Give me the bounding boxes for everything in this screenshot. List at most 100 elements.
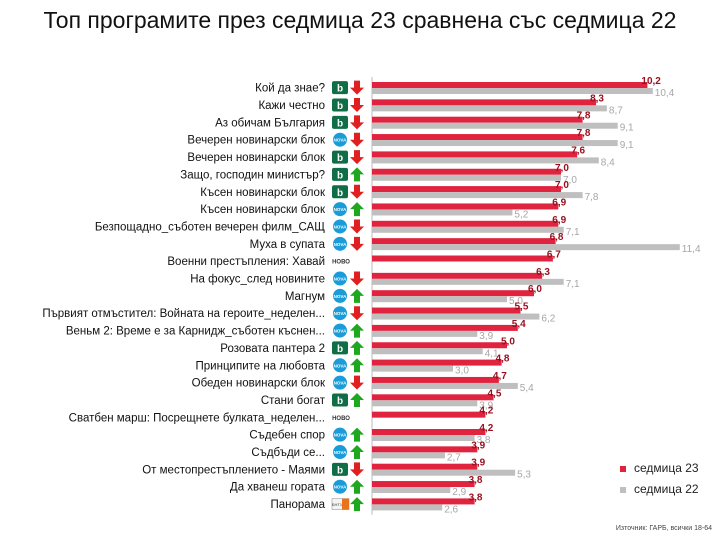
trend-down-arrow-icon [350, 271, 364, 286]
btv-logo-text: b [337, 118, 343, 129]
nova-logo-text: NOVA [334, 311, 347, 316]
btv-logo-text: b [337, 101, 343, 112]
nova-logo-text: NOVA [334, 363, 347, 368]
category-label: Късен новинарски блок [200, 204, 326, 216]
nova-logo-icon [333, 479, 347, 494]
bar-current [372, 446, 478, 453]
novo-logo-text: НОВО [332, 416, 350, 422]
bar-current [372, 342, 507, 349]
bar-previous [372, 140, 618, 147]
trend-up-arrow-icon [350, 167, 364, 182]
bar-current [372, 307, 521, 314]
bar-current [372, 411, 486, 418]
nova-logo-text: NOVA [334, 329, 347, 334]
trend-down-arrow-icon [350, 98, 364, 113]
nova-logo-text: NOVA [334, 224, 347, 229]
category-label: Безпощадно_съботен вечерен филм_САЩ [95, 221, 325, 233]
category-label: Магнум [285, 291, 325, 303]
bar-previous [372, 122, 618, 129]
btv-logo-text: b [337, 153, 343, 164]
trend-up-arrow-icon [350, 479, 364, 494]
value-label-previous: 4,1 [485, 348, 499, 359]
btv-logo-icon [332, 98, 348, 112]
trend-up-arrow-icon [350, 323, 364, 338]
value-label-current: 3,8 [469, 492, 483, 503]
bar-previous [372, 157, 599, 164]
nova-logo-icon [333, 306, 347, 321]
bar-current [372, 99, 597, 106]
trend-down-arrow-icon [350, 462, 364, 477]
bar-previous [372, 400, 478, 407]
bnt-logo-mark [342, 498, 349, 510]
value-label-current: 7,8 [577, 128, 591, 139]
category-label: Аз обичам България [215, 117, 325, 129]
value-label-current: 3,8 [469, 475, 483, 486]
bar-current [372, 324, 518, 331]
bar-previous [372, 504, 443, 511]
btv-logo-icon [332, 150, 348, 164]
category-label: Вечерен новинарски блок [187, 152, 326, 164]
value-label-current: 4,8 [496, 354, 510, 365]
category-label: Защо, господин министър? [180, 169, 325, 181]
value-label-previous: 5,3 [517, 470, 531, 481]
bar-previous [372, 365, 453, 372]
category-label: Розовата пантера 2 [220, 343, 325, 355]
value-label-previous: 2,6 [444, 504, 458, 515]
trend-up-arrow-icon [350, 445, 364, 460]
btv-logo-text: b [337, 396, 343, 407]
value-label-current: 6,3 [536, 267, 550, 278]
nova-logo-icon [333, 219, 347, 234]
value-label-current: 3,9 [471, 440, 485, 451]
source-note: Източник: ГАРБ, всички 18-64 [615, 525, 712, 532]
bar-previous [372, 192, 583, 199]
nova-logo-icon [333, 288, 347, 303]
btv-logo-icon [332, 167, 348, 181]
category-label: Стани богат [261, 395, 326, 407]
value-label-current: 6,9 [552, 197, 566, 208]
nova-logo-icon [333, 375, 347, 390]
value-label-previous: 2,9 [452, 487, 466, 498]
bar-previous [372, 296, 507, 303]
trend-down-arrow-icon [350, 219, 364, 234]
bar-previous [372, 348, 483, 355]
category-label: Военни престъпления: Хавай [167, 256, 325, 268]
bar-current [372, 429, 486, 435]
category-label: Да хванеш гората [230, 482, 326, 494]
category-label: Късен новинарски блок [200, 187, 326, 199]
value-label-previous: 10,4 [655, 88, 675, 99]
bar-current [372, 272, 543, 279]
btv-logo-icon [332, 185, 348, 199]
trend-down-arrow-icon [350, 115, 364, 130]
nova-logo-icon [333, 202, 347, 217]
value-label-previous: 3,9 [479, 400, 493, 411]
value-label-current: 6,8 [550, 232, 564, 243]
value-label-previous: 2,7 [447, 452, 461, 463]
value-label-current: 4,2 [479, 423, 493, 434]
value-label-current: 4,7 [493, 371, 507, 382]
legend-previous-label: седмица 22 [634, 482, 699, 496]
bar-previous [372, 174, 561, 181]
novo-logo-text: НОВО [332, 260, 350, 266]
btv-logo-text: b [337, 188, 343, 199]
category-label: Вечерен новинарски блок [187, 135, 326, 147]
bar-current [372, 238, 556, 245]
value-label-previous: 5,4 [520, 383, 534, 394]
category-label: На фокус_след новините [190, 274, 325, 286]
bar-previous [372, 105, 607, 112]
category-label: Кажи честно [258, 100, 325, 112]
category-label: Първият отмъстител: Войната на героите_н… [42, 308, 325, 320]
nova-logo-text: NOVA [334, 207, 347, 212]
trend-up-arrow-icon [350, 340, 364, 355]
value-label-previous: 7,8 [585, 192, 599, 203]
value-label-previous: 5,0 [509, 296, 523, 307]
legend-current-label: седмица 23 [634, 461, 699, 475]
value-label-current: 5,4 [512, 319, 526, 330]
bar-previous [372, 487, 451, 494]
trend-up-arrow-icon [350, 497, 364, 512]
bar-current [372, 203, 559, 210]
value-label-previous: 9,1 [620, 123, 634, 134]
value-label-current: 7,8 [577, 111, 591, 122]
bar-current [372, 376, 499, 383]
value-label-previous: 6,2 [541, 314, 555, 325]
